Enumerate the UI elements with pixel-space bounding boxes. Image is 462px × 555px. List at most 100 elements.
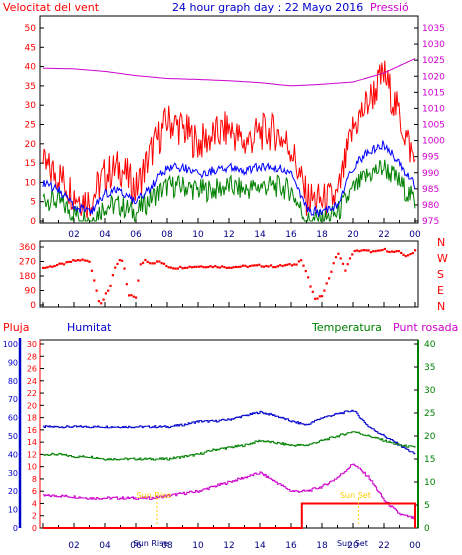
direction-point [81,258,84,261]
humidity-x-label: 12 [223,541,234,551]
wind-x-label: 04 [99,230,111,240]
direction-point [144,258,147,262]
direction-point [109,284,112,287]
direction-y-label: 360 [19,243,36,253]
temperature-y-label: 10 [424,478,436,488]
wind-x-label: 06 [130,230,142,240]
wind-x-label: 08 [161,230,173,240]
pressure-y-label: 1010 [422,104,445,114]
direction-point [365,249,368,252]
direction-point [283,264,286,267]
pressure-y-label: 985 [422,185,439,195]
humidity-y-label: 20 [8,487,18,496]
direction-point [311,290,314,293]
direction-point [107,289,110,292]
direction-point [153,262,156,265]
direction-point [251,264,254,267]
pressure-y-label: 1030 [422,40,445,50]
direction-point [195,265,198,268]
humidity-x-label: 18 [316,541,328,551]
direction-point [351,253,354,256]
direction-point [395,250,398,253]
rain-y-label: 24 [27,377,37,386]
direction-point [155,260,159,263]
direction-point [132,295,135,298]
compass-label: N [437,236,445,249]
direction-point [381,248,384,252]
direction-point [232,266,235,269]
direction-point [162,262,166,265]
direction-point [42,266,45,269]
compass-label: S [437,268,444,281]
sun-set-axis-label: Sun Set [337,539,368,548]
rain-series [43,502,416,529]
direction-point [307,276,310,279]
temperature-y-label: 40 [424,340,436,350]
wind-x-label: 02 [68,230,79,240]
humidity-y-label: 0 [13,524,18,533]
direction-point [146,260,149,263]
direction-point [176,267,179,270]
pressure-label: Pressió [370,1,409,14]
direction-point [67,260,70,263]
rain-y-label: 0 [32,524,37,533]
direction-point [246,265,249,269]
direction-point [358,250,361,253]
temperature-y-label: 0 [424,524,430,534]
direction-point [197,265,200,268]
direction-point [348,257,352,260]
wind-y-label: 35 [25,82,36,92]
direction-point [230,266,233,269]
direction-point [167,266,170,269]
direction-point [190,266,193,269]
direction-point [314,297,317,300]
direction-point [211,266,214,269]
sun-set-label: Sun Set [340,491,371,500]
wind-x-label: 12 [223,230,234,240]
direction-point [74,259,77,262]
direction-point [125,283,128,286]
wind-y-label: 10 [25,178,37,188]
rain-y-label: 2 [32,512,37,521]
humidity-x-label: 02 [68,541,79,551]
compass-label: E [437,284,444,297]
direction-point [407,254,410,257]
temperature-series [43,431,416,461]
direction-point [72,259,75,262]
direction-point [165,264,168,268]
wind-y-label: 20 [25,140,37,150]
direction-point [111,274,114,277]
compass-label: N [437,300,445,313]
direction-point [151,262,154,265]
temperature-y-label: 20 [424,432,436,442]
direction-point [367,249,370,252]
direction-point [44,266,47,269]
direction-point [337,252,340,255]
humidity-y-label: 50 [8,432,18,441]
direction-point [53,264,56,268]
direction-point [88,260,91,263]
wind-y-label: 30 [25,101,37,111]
direction-point [300,259,303,262]
direction-point [49,265,52,268]
wind-y-label: 15 [25,159,36,169]
gust-series [42,60,416,219]
direction-point [328,277,331,280]
humidity-x-label: 14 [254,541,266,551]
direction-point [214,265,217,268]
direction-point [183,266,186,269]
rain-y-label: 12 [27,450,37,459]
direction-point [400,251,403,254]
direction-point [174,267,177,270]
wind-y-label: 40 [25,63,37,73]
direction-point [241,264,245,267]
direction-point [216,266,219,269]
rain-y-label: 26 [27,365,37,374]
direction-point [202,266,205,269]
pressure-y-label: 1015 [422,88,445,98]
direction-point [332,262,335,265]
direction-point [269,264,273,267]
direction-point [114,266,117,269]
wind-y-label: 0 [30,217,36,227]
direction-point [225,266,228,269]
